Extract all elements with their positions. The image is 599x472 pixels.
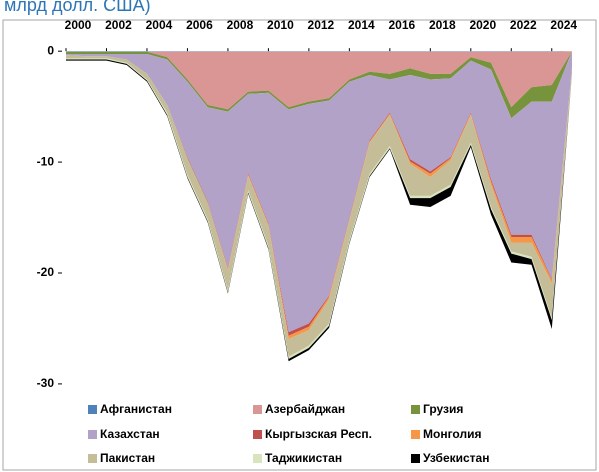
area [66, 51, 572, 52]
legend-label: Казахстан [100, 427, 160, 441]
legend-swatch [88, 454, 97, 463]
legend-swatch [411, 454, 420, 463]
legend-label: Грузия [423, 402, 463, 416]
area [66, 51, 572, 110]
x-tick-label: 2016 [388, 18, 415, 32]
legend-swatch [411, 405, 420, 414]
chart-subtitle: млрд долл. США) [4, 0, 151, 15]
x-tick-label: 2002 [105, 18, 132, 32]
x-tick-label: 2004 [146, 18, 173, 32]
x-tick-label: 2018 [429, 18, 456, 32]
x-tick-label: 2012 [308, 18, 335, 32]
x-tick-label: 2020 [469, 18, 496, 32]
y-tick-label: -30 [37, 376, 55, 390]
legend-swatch [253, 454, 262, 463]
x-tick-label: 2010 [267, 18, 294, 32]
x-tick-label: 2006 [186, 18, 213, 32]
x-tick-label: 2008 [227, 18, 254, 32]
x-tick-label: 2022 [510, 18, 537, 32]
legend-label: Азербайджан [265, 402, 345, 416]
legend-label: Пакистан [100, 451, 155, 465]
legend-swatch [253, 430, 262, 439]
y-tick-label: -10 [37, 154, 55, 168]
area [66, 51, 572, 333]
x-tick-label: 2014 [348, 18, 375, 32]
legend-swatch [253, 405, 262, 414]
legend-swatch [88, 405, 97, 414]
x-tick-label: 2000 [65, 18, 92, 32]
y-tick-label: -20 [37, 265, 55, 279]
legend-label: Узбекистан [423, 451, 489, 465]
y-tick-label: 0 [47, 43, 54, 57]
legend-swatch [411, 430, 420, 439]
chart-frame [2, 19, 597, 471]
legend-label: Афганистан [100, 402, 172, 416]
legend-label: Монголия [423, 427, 481, 441]
legend-label: Таджикистан [265, 451, 342, 465]
legend-swatch [88, 430, 97, 439]
legend-label: Кыргызская Респ. [265, 427, 372, 441]
x-tick-label: 2024 [550, 18, 577, 32]
